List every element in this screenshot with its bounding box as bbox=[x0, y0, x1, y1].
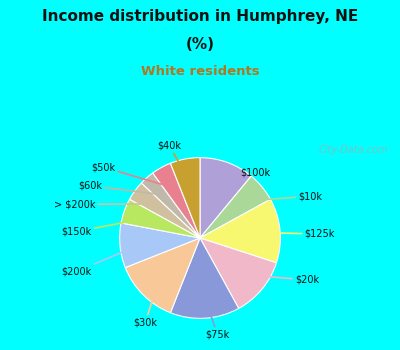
Text: $40k: $40k bbox=[158, 141, 188, 179]
Wedge shape bbox=[125, 238, 200, 313]
Wedge shape bbox=[200, 158, 251, 238]
Wedge shape bbox=[200, 238, 276, 308]
Text: > $200k: > $200k bbox=[54, 199, 150, 209]
Text: $75k: $75k bbox=[204, 298, 230, 340]
Text: $50k: $50k bbox=[92, 162, 170, 187]
Text: Income distribution in Humphrey, NE: Income distribution in Humphrey, NE bbox=[42, 9, 358, 24]
Text: $125k: $125k bbox=[260, 229, 335, 239]
Text: City-Data.com: City-Data.com bbox=[318, 145, 388, 155]
Text: $100k: $100k bbox=[222, 167, 270, 183]
Text: $60k: $60k bbox=[78, 181, 159, 194]
Wedge shape bbox=[200, 199, 280, 263]
Text: $200k: $200k bbox=[61, 245, 140, 277]
Wedge shape bbox=[153, 163, 200, 238]
Wedge shape bbox=[200, 176, 270, 238]
Wedge shape bbox=[130, 183, 200, 238]
Wedge shape bbox=[170, 158, 200, 238]
Wedge shape bbox=[170, 238, 239, 318]
Wedge shape bbox=[120, 223, 200, 268]
Text: $150k: $150k bbox=[61, 219, 143, 237]
Wedge shape bbox=[142, 173, 200, 238]
Wedge shape bbox=[121, 199, 200, 238]
Text: $20k: $20k bbox=[247, 275, 319, 285]
Text: $10k: $10k bbox=[247, 191, 322, 201]
Text: $30k: $30k bbox=[133, 281, 158, 327]
Text: (%): (%) bbox=[186, 37, 214, 52]
Text: White residents: White residents bbox=[141, 65, 259, 78]
